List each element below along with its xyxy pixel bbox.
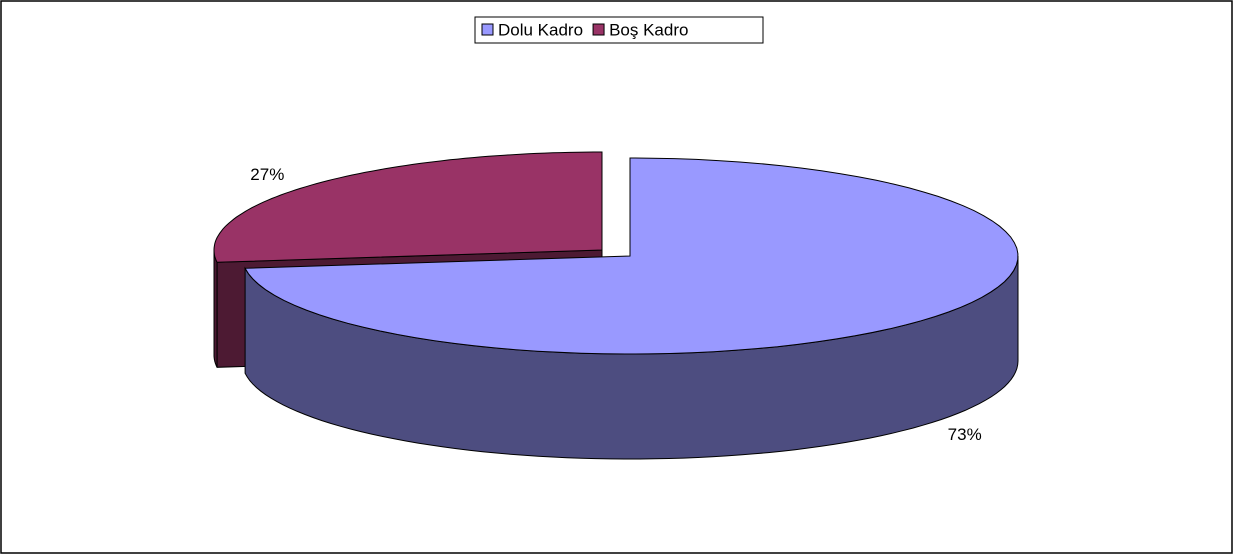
pie-slice: [213, 151, 603, 263]
data-label: 73%: [948, 425, 982, 444]
legend-label: Boş Kadro: [609, 20, 688, 39]
pie-slice: [244, 157, 1019, 355]
legend-box: [474, 16, 764, 44]
legend-label: Dolu Kadro: [498, 20, 583, 39]
data-label: 27%: [250, 165, 284, 184]
legend-swatch: [592, 23, 605, 36]
legend-swatch: [481, 23, 494, 36]
